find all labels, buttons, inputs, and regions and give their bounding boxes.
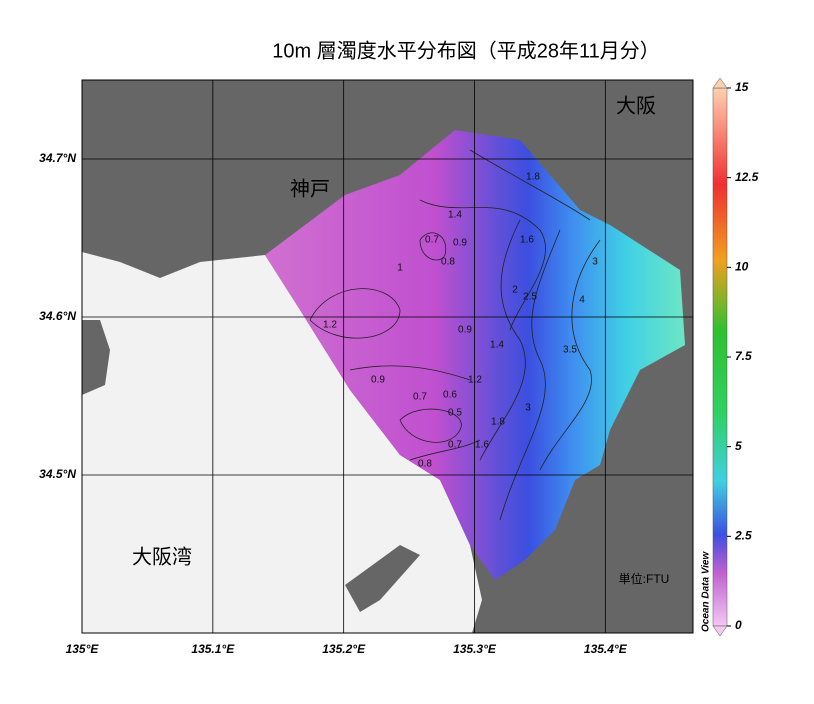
sea xyxy=(82,252,482,633)
contour-label: 0.7 xyxy=(425,235,439,246)
x-tick-label: 135°E xyxy=(66,642,100,656)
y-tick-label: 34.5°N xyxy=(39,467,76,481)
colorbar-tick-label: 2.5 xyxy=(734,529,752,543)
contour-label: 1.2 xyxy=(323,320,337,331)
contour-label: 1.4 xyxy=(448,210,462,221)
contour-label: 0.8 xyxy=(418,459,432,470)
colorbar-cap xyxy=(712,77,728,89)
colorbar-tick-label: 5 xyxy=(735,439,742,453)
contour-label: 1 xyxy=(397,263,403,274)
y-tick-label: 34.7°N xyxy=(39,151,76,165)
awaji-island xyxy=(82,320,110,395)
place-name: 大阪 xyxy=(616,94,656,117)
colorbar-tick-label: 7.5 xyxy=(735,349,752,363)
x-tick-label: 135.4°E xyxy=(584,642,628,656)
credit: Ocean Data View xyxy=(701,551,712,632)
y-tick-label: 34.6°N xyxy=(39,309,76,323)
x-tick-label: 135.3°E xyxy=(453,642,497,656)
contour-label: 1.6 xyxy=(475,440,489,451)
colorbar-tick-label: 12.5 xyxy=(735,170,759,184)
contour-label: 0.5 xyxy=(448,408,462,419)
unit-label: 単位:FTU xyxy=(619,571,670,586)
contour-label: 3 xyxy=(525,403,531,414)
x-tick-label: 135.1°E xyxy=(191,642,235,656)
contour-label: 0.6 xyxy=(443,390,457,401)
contour-label: 0.8 xyxy=(441,257,455,268)
contour-label: 0.9 xyxy=(453,238,467,249)
contour-label: 2.5 xyxy=(523,292,537,303)
map-frame xyxy=(81,79,694,634)
contour-label: 0.9 xyxy=(371,375,385,386)
title-box xyxy=(236,32,696,72)
title: 10m 層濁度水平分布図（平成28年11月分） xyxy=(272,39,659,62)
contour-label: 4 xyxy=(579,295,585,306)
colorbar-tick-label: 10 xyxy=(735,260,749,274)
contour-label: 0.9 xyxy=(458,325,472,336)
contour-label: 1.2 xyxy=(468,375,482,386)
contour-label: 3 xyxy=(592,257,598,268)
colorbar-tick-label: 15 xyxy=(735,80,749,94)
contour-label: 0.7 xyxy=(413,392,427,403)
contour-label: 1.4 xyxy=(490,340,504,351)
contour-label: 1.6 xyxy=(520,235,534,246)
colorbar xyxy=(712,87,728,627)
contour-label: 1.8 xyxy=(526,172,540,183)
place-name: 神戸 xyxy=(290,177,330,200)
contour-label: 2 xyxy=(512,285,518,296)
contour-label: 0.7 xyxy=(448,440,462,451)
contour-label: 1.8 xyxy=(491,417,505,428)
contours xyxy=(309,149,601,521)
place-name: 大阪湾 xyxy=(132,545,192,568)
colorbar-tick-label: 0 xyxy=(735,618,742,632)
island xyxy=(345,545,420,612)
turbidity-field xyxy=(265,130,685,580)
contour-label: 3.5 xyxy=(563,345,577,356)
colorbar-cap xyxy=(712,625,728,637)
x-tick-label: 135.2°E xyxy=(322,642,366,656)
